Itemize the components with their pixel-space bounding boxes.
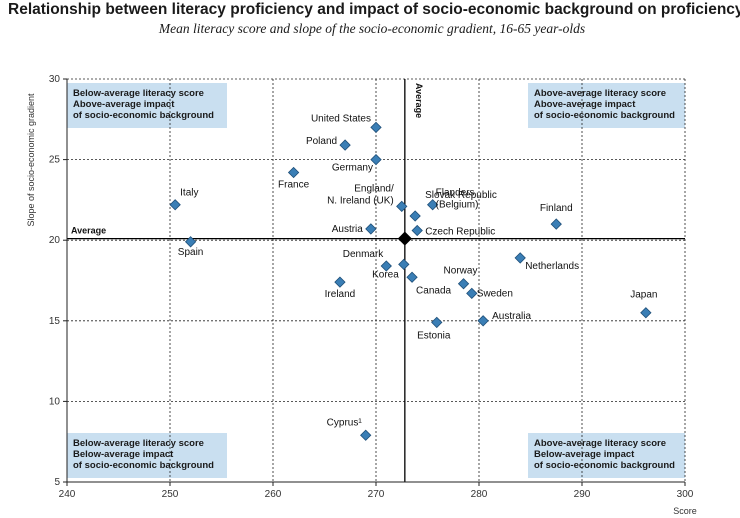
quadrant-text: Above-average literacy score [534,438,666,449]
quadrant-text: of socio-economic background [534,110,675,121]
point-label: England/N. Ireland (UK) [327,183,394,206]
x-axis-label: Score [673,506,697,516]
point-marker [426,199,439,211]
axes: 5 10 15 20 25 30 240 250 260 270 280 290 300 [49,74,694,500]
quadrant-text: of socio-economic background [534,460,675,471]
average-marker [397,231,412,246]
point-marker [406,271,418,283]
y-tick-label: 10 [49,396,61,407]
point-label: Czech Republic [425,227,495,238]
average-y-label: Average [71,226,106,236]
quadrant-text: Above-average impact [534,99,636,110]
point-label: Sweden [477,288,513,299]
point-label: Japan [630,290,657,301]
point-label: Finland [540,203,573,214]
point-marker [640,307,652,319]
quadrant-box-bg [67,433,227,478]
data-points [169,121,652,441]
quadrant-box-bg [528,433,685,478]
x-tick-label: 270 [368,489,385,500]
point-marker [169,199,181,211]
quadrant-text: Above-average literacy score [534,88,666,99]
point-marker [370,121,382,134]
point-marker [477,315,489,327]
point-marker [411,224,423,237]
x-tick-label: 280 [471,489,488,500]
x-tick-label: 260 [265,489,282,500]
point-label: Germany [332,163,373,174]
point-marker [396,200,408,213]
quadrant-box-bottom-right: Above-average literacy scoreBelow-averag… [528,433,685,478]
point-label: Cyprus¹ [327,417,363,428]
point-marker [184,236,197,248]
point-label: France [278,179,310,190]
chart-subtitle: Mean literacy score and slope of the soc… [158,21,586,36]
point-marker [370,153,382,166]
point-marker [550,218,562,230]
point-marker [409,210,421,222]
point-label: Canada [416,285,451,296]
quadrant-text: Below-average literacy score [73,88,204,99]
point-label: Netherlands [525,261,579,272]
quadrant-box-top-right: Above-average literacy scoreAbove-averag… [528,83,685,128]
point-label: Korea [372,269,399,280]
average-lines: Average Average [67,79,685,482]
x-tick-label: 290 [574,489,591,500]
point-label: Italy [180,188,198,199]
point-label: Australia [492,311,531,322]
x-tick-label: 250 [162,489,179,500]
point-label: United States [311,113,371,124]
x-tick-label: 300 [677,489,694,500]
point-marker [398,258,410,271]
point-label: Denmark [343,249,385,260]
point-label: Estonia [417,330,451,341]
y-tick-label: 15 [49,316,61,327]
point-marker [380,260,392,272]
y-axis-label: Slope of socio-economic gradient [26,93,36,227]
point-marker [365,223,377,235]
chart-title: Relationship between literacy proficienc… [8,1,740,18]
y-tick-label: 5 [54,477,60,488]
point-marker [514,252,526,264]
point-label: Poland [306,136,337,147]
y-tick-label: 20 [49,235,61,246]
point-marker [466,287,478,300]
point-marker [334,276,346,288]
quadrant-text: Below-average impact [73,449,174,460]
quadrant-box-bg [67,83,227,128]
quadrant-box-bottom-left: Below-average literacy scoreBelow-averag… [67,433,227,478]
point-label: Spain [178,247,204,258]
quadrant-text: Above-average impact [73,99,175,110]
point-marker [360,429,372,441]
point-label: Austria [332,224,364,235]
quadrant-text: of socio-economic background [73,460,214,471]
gridlines [67,78,686,482]
quadrant-text: Below-average literacy score [73,438,204,449]
quadrant-labels: Below-average literacy scoreAbove-averag… [67,83,685,478]
point-label: Slovak Republic [425,190,497,201]
point-marker [287,166,300,179]
point-label: Flanders (Belgium) [436,188,479,211]
quadrant-box-top-left: Below-average literacy scoreAbove-averag… [67,83,227,128]
point-marker [457,278,470,290]
quadrant-text: of socio-economic background [73,110,214,121]
point-label: Ireland [325,289,356,300]
x-tick-label: 240 [59,489,76,500]
average-x-label: Average [414,83,424,118]
point-labels: United States Poland Germany France Italy Eng… [178,113,658,428]
y-tick-label: 25 [49,155,61,166]
quadrant-box-bg [528,83,685,128]
point-marker [339,139,351,151]
quadrant-text: Below-average impact [534,449,635,460]
point-marker [431,316,443,329]
point-label: Norway [444,266,478,277]
y-tick-label: 30 [49,74,61,85]
